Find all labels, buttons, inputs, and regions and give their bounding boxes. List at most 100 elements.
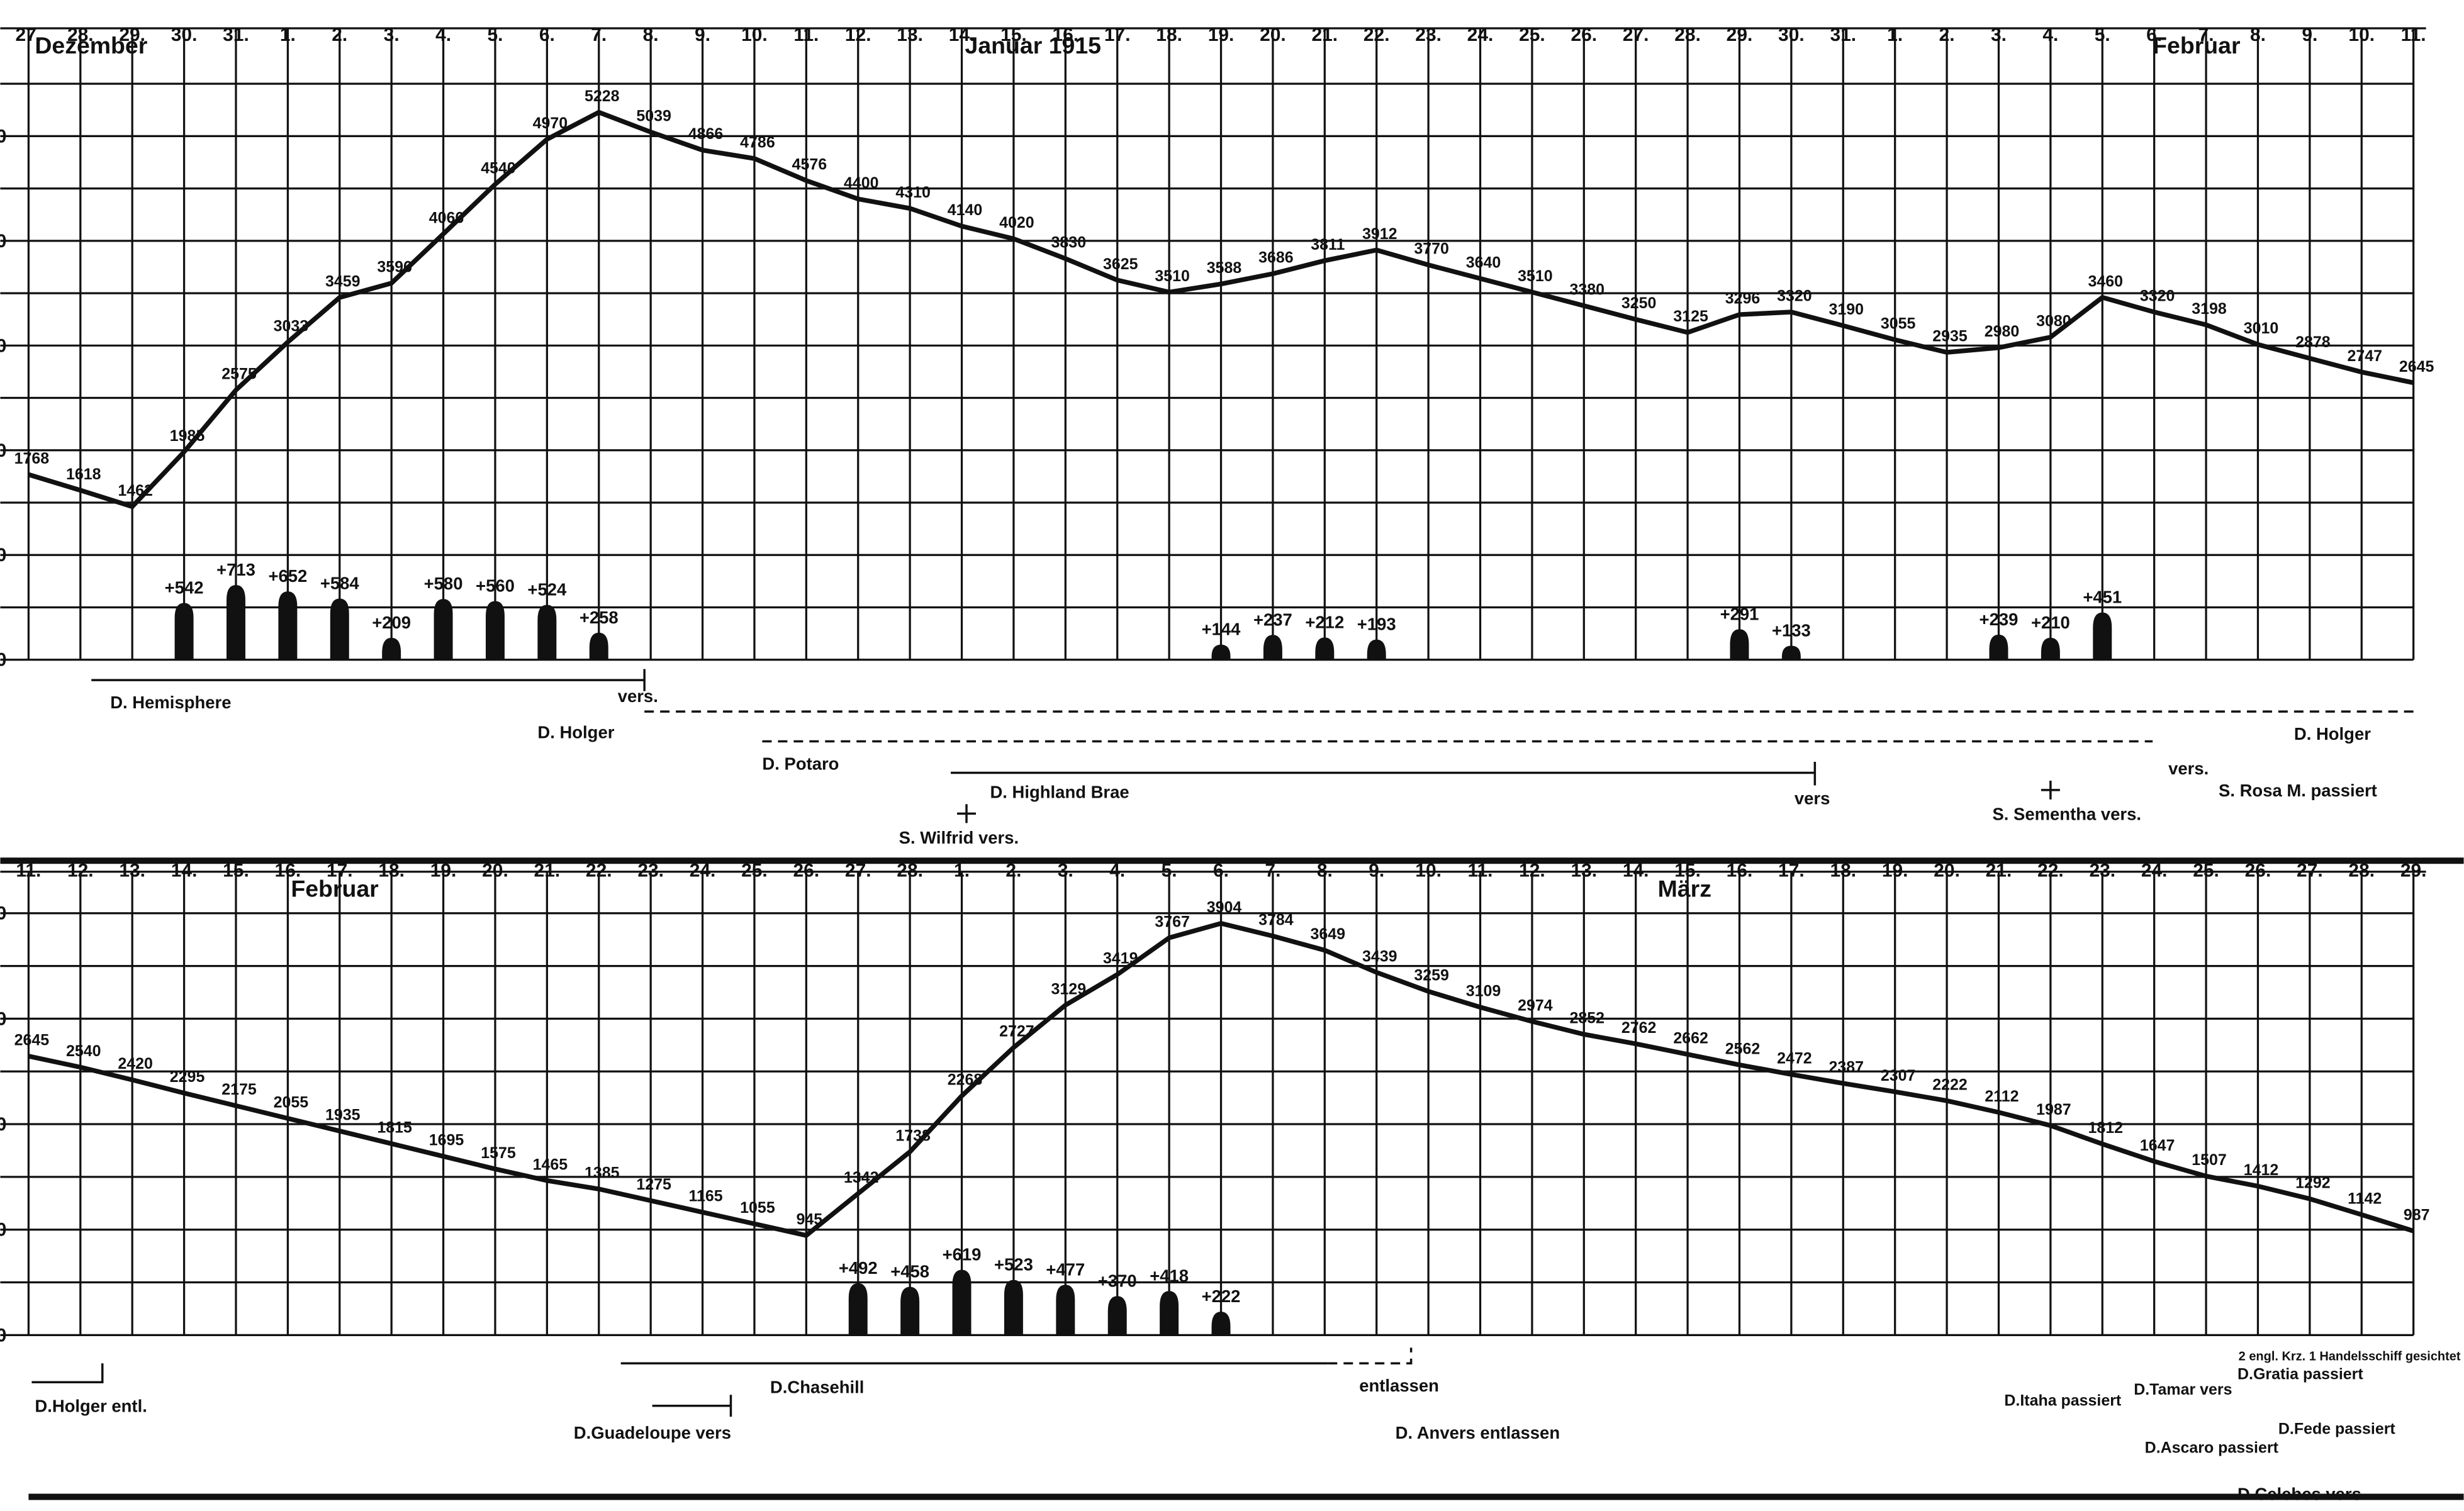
x-tick-label: 26. — [2245, 860, 2271, 881]
x-tick-label: 11. — [16, 860, 41, 881]
x-tick-label: 28. — [897, 860, 923, 881]
x-tick-label: 22. — [586, 860, 612, 881]
x-tick-label: 21. — [534, 860, 561, 881]
data-label: 3250 — [1621, 294, 1657, 312]
coal-bar — [2093, 612, 2112, 660]
data-label: 5228 — [585, 87, 620, 105]
y-tick-label: 4000 — [0, 903, 6, 924]
increment-label: +458 — [890, 1262, 929, 1281]
data-label: 2307 — [1881, 1067, 1916, 1084]
x-tick-label: 21. — [1986, 860, 2012, 881]
data-label: 2878 — [2295, 333, 2331, 351]
data-label: 2662 — [1673, 1030, 1708, 1047]
data-label: 1987 — [2036, 1101, 2071, 1118]
x-tick-label: 18. — [1830, 860, 1856, 881]
annotation: S. Wilfrid vers. — [899, 828, 1019, 847]
coal-bar — [1160, 1291, 1179, 1335]
data-label: 2747 — [2347, 347, 2382, 365]
data-label: 2762 — [1621, 1019, 1657, 1037]
data-label: 4310 — [895, 184, 931, 201]
annotation: D. Potaro — [762, 754, 839, 773]
increment-label: +209 — [372, 613, 411, 632]
x-tick-label: 2. — [1005, 860, 1021, 881]
x-tick-label: 10. — [1415, 860, 1442, 881]
coal-bar — [1004, 1280, 1023, 1335]
annotation: D.Celebes vers. — [2237, 1485, 2366, 1504]
data-label: 1935 — [325, 1106, 361, 1123]
data-label: 2268 — [948, 1071, 983, 1089]
data-label: 3904 — [1207, 898, 1242, 916]
coal-bar — [330, 598, 349, 660]
data-label: 3686 — [1258, 249, 1294, 267]
data-label: 1292 — [2295, 1174, 2331, 1191]
data-label: 1647 — [2140, 1137, 2175, 1154]
x-tick-label: 19. — [430, 860, 457, 881]
x-tick-label: 20. — [482, 860, 508, 881]
data-label: 2562 — [1725, 1040, 1761, 1057]
y-tick-label: 1000 — [0, 545, 6, 566]
data-label: 3811 — [1311, 236, 1345, 254]
data-label: 2727 — [999, 1023, 1034, 1040]
x-tick-label: 29. — [2400, 860, 2427, 881]
data-label: 1142 — [2348, 1190, 2382, 1207]
x-tick-label: 12. — [67, 860, 94, 881]
data-label: 3320 — [2140, 287, 2175, 305]
increment-label: +144 — [1202, 620, 1241, 639]
data-label: 1385 — [585, 1164, 620, 1182]
y-tick-label: 5000 — [0, 126, 6, 147]
panel: 11. 12. 13. 14. 15. 16. 17. 18. 19. 20. 21. 22. 23. 2… — [0, 860, 2429, 1346]
x-tick-label: 27. — [2297, 860, 2323, 881]
data-label: 1815 — [377, 1119, 412, 1137]
data-label: 3625 — [1103, 255, 1138, 273]
increment-label: +193 — [1357, 615, 1396, 634]
data-label: 3588 — [1207, 259, 1242, 277]
data-label: 1575 — [481, 1144, 516, 1162]
coal-bar — [485, 601, 505, 660]
annotation: D. Holger — [537, 723, 614, 742]
data-label: 4400 — [844, 174, 879, 192]
leader — [31, 1363, 104, 1384]
leader — [91, 669, 646, 691]
annotation: D.Chasehill — [770, 1378, 865, 1397]
data-label: 3640 — [1466, 254, 1501, 271]
data-label: 3510 — [1155, 267, 1190, 285]
x-tick-label: 24. — [690, 860, 716, 881]
data-label: 4576 — [792, 155, 827, 173]
x-tick-label: 9. — [1369, 860, 1384, 881]
data-label: 4140 — [948, 201, 983, 219]
data-label: 2935 — [1932, 328, 1968, 345]
data-label: 2852 — [1570, 1010, 1605, 1027]
annotation: D.Guadeloupe vers — [574, 1423, 731, 1442]
data-label: 1618 — [66, 466, 101, 483]
data-label: 4786 — [740, 134, 775, 152]
data-label: 945 — [797, 1210, 823, 1228]
annotations-bottom: D.Holger entl. D.Guadeloupe vers D.Chase… — [35, 1349, 2461, 1503]
y-tick-label: 0 — [0, 1325, 6, 1346]
leader — [652, 1395, 732, 1417]
data-label: 3649 — [1311, 925, 1346, 943]
stock-line — [28, 920, 2414, 1238]
increment-label: +580 — [424, 574, 463, 593]
increment-label: +212 — [1305, 612, 1344, 632]
increment-label: +291 — [1720, 604, 1759, 623]
data-label: 3125 — [1673, 308, 1708, 325]
data-label: 2645 — [2399, 358, 2434, 376]
data-label: 3830 — [1051, 234, 1087, 252]
coal-bar — [1367, 639, 1386, 660]
data-label: 2974 — [1518, 996, 1553, 1014]
increment-label: +523 — [994, 1255, 1033, 1274]
y-tick-label: 3000 — [0, 335, 6, 356]
data-label: 3439 — [1362, 947, 1397, 965]
annotation: D.Gratia passiert — [2237, 1365, 2363, 1383]
annotation: D.Tamar vers — [2134, 1381, 2232, 1398]
data-label: 987 — [2404, 1206, 2430, 1224]
x-tick-label: 15. — [1674, 860, 1701, 881]
coal-bar — [278, 591, 298, 660]
data-label: 3460 — [2088, 272, 2124, 290]
data-label: 3198 — [2192, 300, 2227, 318]
x-tick-label: 16. — [275, 860, 301, 881]
coal-bar — [1989, 634, 2008, 660]
coal-bar — [537, 605, 557, 660]
increment-label: +652 — [268, 566, 307, 586]
